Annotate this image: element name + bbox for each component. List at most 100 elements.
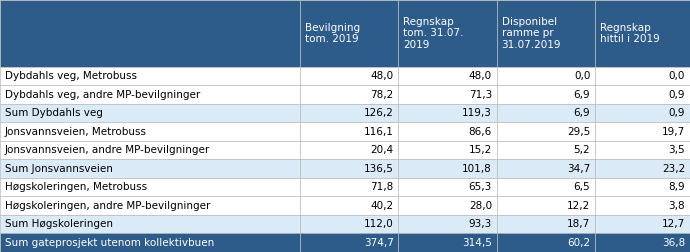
Text: Sum gateprosjekt utenom kollektivbuen: Sum gateprosjekt utenom kollektivbuen [5, 238, 214, 248]
Bar [595, 67, 690, 85]
Text: 48,0: 48,0 [371, 71, 393, 81]
Text: 20,4: 20,4 [371, 145, 393, 155]
Bar [0, 122, 300, 141]
Text: 374,7: 374,7 [364, 238, 393, 248]
Bar [595, 141, 690, 160]
Bar [0, 215, 300, 233]
Text: 19,7: 19,7 [662, 127, 685, 137]
Text: 126,2: 126,2 [364, 108, 393, 118]
Bar [595, 0, 690, 67]
Bar [399, 141, 497, 160]
Text: Sum Dybdahls veg: Sum Dybdahls veg [5, 108, 103, 118]
Bar [399, 122, 497, 141]
Text: 71,8: 71,8 [371, 182, 393, 192]
Bar [300, 0, 399, 67]
Text: 40,2: 40,2 [371, 201, 393, 211]
Bar [0, 233, 300, 252]
Bar [595, 178, 690, 197]
Text: 101,8: 101,8 [462, 164, 492, 174]
Text: Høgskoleringen, Metrobuss: Høgskoleringen, Metrobuss [5, 182, 147, 192]
Bar [497, 104, 595, 122]
Bar [399, 85, 497, 104]
Text: 314,5: 314,5 [462, 238, 492, 248]
Bar [300, 122, 399, 141]
Text: 34,7: 34,7 [567, 164, 590, 174]
Bar [300, 215, 399, 233]
Bar [300, 178, 399, 197]
Bar [0, 67, 300, 85]
Text: 0,0: 0,0 [574, 71, 590, 81]
Text: 136,5: 136,5 [364, 164, 393, 174]
Text: 36,8: 36,8 [662, 238, 685, 248]
Bar [497, 67, 595, 85]
Bar [497, 85, 595, 104]
Text: 28,0: 28,0 [469, 201, 492, 211]
Text: 29,5: 29,5 [567, 127, 590, 137]
Text: 12,2: 12,2 [567, 201, 590, 211]
Bar [300, 67, 399, 85]
Bar [595, 104, 690, 122]
Text: 0,0: 0,0 [669, 71, 685, 81]
Bar [399, 159, 497, 178]
Bar [0, 159, 300, 178]
Text: 48,0: 48,0 [469, 71, 492, 81]
Text: 60,2: 60,2 [567, 238, 590, 248]
Text: Bevilgning
tom. 2019: Bevilgning tom. 2019 [305, 23, 360, 44]
Bar [497, 159, 595, 178]
Text: Jonsvannsveien, Metrobuss: Jonsvannsveien, Metrobuss [5, 127, 147, 137]
Text: 8,9: 8,9 [669, 182, 685, 192]
Text: Jonsvannsveien, andre MP-bevilgninger: Jonsvannsveien, andre MP-bevilgninger [5, 145, 210, 155]
Bar [595, 159, 690, 178]
Text: 119,3: 119,3 [462, 108, 492, 118]
Bar [0, 85, 300, 104]
Bar [0, 104, 300, 122]
Text: 0,9: 0,9 [669, 89, 685, 100]
Bar [399, 197, 497, 215]
Text: 6,5: 6,5 [573, 182, 590, 192]
Text: 65,3: 65,3 [469, 182, 492, 192]
Text: Dybdahls veg, andre MP-bevilgninger: Dybdahls veg, andre MP-bevilgninger [5, 89, 200, 100]
Bar [300, 141, 399, 160]
Bar [497, 215, 595, 233]
Text: 3,8: 3,8 [669, 201, 685, 211]
Bar [399, 215, 497, 233]
Bar [595, 197, 690, 215]
Bar [497, 122, 595, 141]
Text: 15,2: 15,2 [469, 145, 492, 155]
Bar [399, 67, 497, 85]
Text: Regnskap
tom. 31.07.
2019: Regnskap tom. 31.07. 2019 [403, 17, 464, 50]
Text: Sum Høgskoleringen: Sum Høgskoleringen [5, 219, 113, 229]
Bar [497, 0, 595, 67]
Bar [497, 197, 595, 215]
Bar [300, 104, 399, 122]
Bar [595, 122, 690, 141]
Bar [300, 159, 399, 178]
Bar [300, 85, 399, 104]
Text: 6,9: 6,9 [573, 108, 590, 118]
Text: 0,9: 0,9 [669, 108, 685, 118]
Text: Høgskoleringen, andre MP-bevilgninger: Høgskoleringen, andre MP-bevilgninger [5, 201, 210, 211]
Text: 12,7: 12,7 [662, 219, 685, 229]
Bar [595, 215, 690, 233]
Text: Sum Jonsvannsveien: Sum Jonsvannsveien [5, 164, 112, 174]
Text: 23,2: 23,2 [662, 164, 685, 174]
Bar [595, 233, 690, 252]
Bar [595, 85, 690, 104]
Text: Disponibel
ramme pr
31.07.2019: Disponibel ramme pr 31.07.2019 [502, 17, 561, 50]
Bar [300, 197, 399, 215]
Text: 18,7: 18,7 [567, 219, 590, 229]
Bar [497, 178, 595, 197]
Bar [399, 178, 497, 197]
Text: 86,6: 86,6 [469, 127, 492, 137]
Bar [399, 233, 497, 252]
Text: 5,2: 5,2 [573, 145, 590, 155]
Text: 6,9: 6,9 [573, 89, 590, 100]
Bar [300, 233, 399, 252]
Bar [399, 0, 497, 67]
Bar [0, 178, 300, 197]
Bar [0, 0, 300, 67]
Text: 112,0: 112,0 [364, 219, 393, 229]
Text: 71,3: 71,3 [469, 89, 492, 100]
Text: 78,2: 78,2 [371, 89, 393, 100]
Text: 3,5: 3,5 [669, 145, 685, 155]
